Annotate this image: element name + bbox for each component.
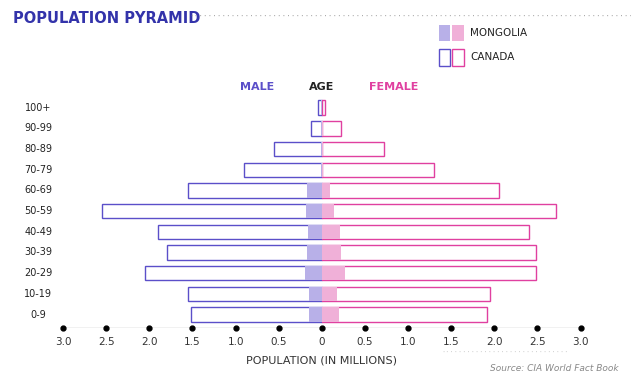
Bar <box>305 266 322 280</box>
Bar <box>322 225 529 239</box>
Text: CANADA: CANADA <box>470 52 514 63</box>
Bar <box>306 204 322 218</box>
Bar <box>322 162 434 177</box>
Bar <box>244 162 322 177</box>
Bar <box>310 121 322 136</box>
Bar <box>322 307 487 322</box>
Text: FEMALE: FEMALE <box>369 82 418 92</box>
Bar <box>322 142 384 156</box>
Bar <box>322 287 338 301</box>
Bar <box>191 307 322 322</box>
Bar <box>322 225 340 239</box>
Bar <box>322 183 331 198</box>
Bar <box>321 162 322 177</box>
Text: MALE: MALE <box>240 82 274 92</box>
Bar <box>322 245 341 260</box>
X-axis label: POPULATION (IN MILLIONS): POPULATION (IN MILLIONS) <box>246 356 398 365</box>
Bar <box>188 287 322 301</box>
Text: ················································································: ········································… <box>189 13 631 22</box>
Bar <box>322 245 536 260</box>
Bar <box>319 100 322 115</box>
Bar <box>167 245 322 260</box>
Bar <box>322 266 536 280</box>
Bar <box>274 142 322 156</box>
Bar <box>307 245 322 260</box>
Bar <box>322 204 334 218</box>
Bar <box>307 183 322 198</box>
Bar <box>158 225 322 239</box>
Bar <box>309 307 322 322</box>
Bar <box>322 100 325 115</box>
Bar <box>102 204 322 218</box>
Text: ······························: ······························ <box>442 350 569 356</box>
Text: AGE: AGE <box>309 82 334 92</box>
Bar <box>322 287 490 301</box>
Bar <box>321 142 322 156</box>
Text: POPULATION PYRAMID: POPULATION PYRAMID <box>13 11 200 26</box>
Bar <box>321 121 322 136</box>
Text: MONGOLIA: MONGOLIA <box>470 28 528 38</box>
Bar <box>308 225 322 239</box>
Bar <box>322 183 498 198</box>
Text: Source: CIA World Fact Book: Source: CIA World Fact Book <box>490 364 618 373</box>
Bar <box>322 204 557 218</box>
Bar <box>309 287 322 301</box>
Bar <box>322 121 341 136</box>
Bar <box>322 307 339 322</box>
Bar <box>322 266 345 280</box>
Bar <box>188 183 322 198</box>
Bar <box>145 266 322 280</box>
